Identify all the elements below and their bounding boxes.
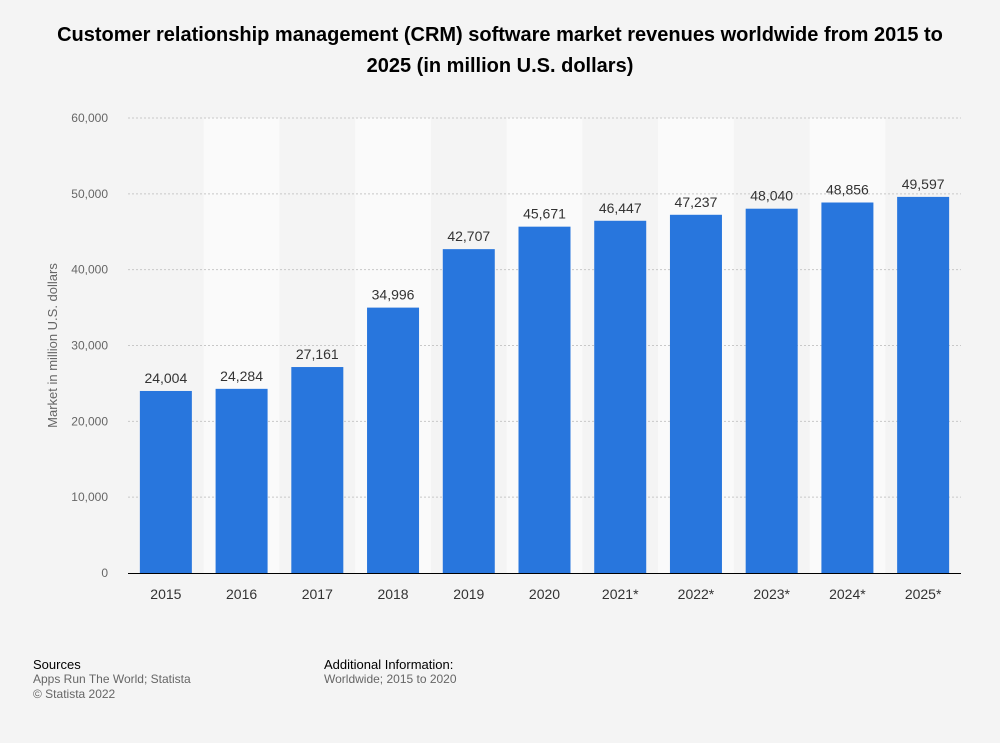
chart-title: Customer relationship management (CRM) s… xyxy=(57,24,943,77)
y-tick-label: 60,000 xyxy=(71,111,108,125)
copyright-text: © Statista 2022 xyxy=(33,687,116,701)
value-label: 48,040 xyxy=(750,188,793,204)
y-tick-label: 10,000 xyxy=(71,490,108,504)
value-label: 42,707 xyxy=(447,228,490,244)
y-tick-label: 30,000 xyxy=(71,339,108,353)
x-tick-label: 2019 xyxy=(453,586,484,602)
value-label: 47,237 xyxy=(675,194,718,210)
x-tick-label: 2025* xyxy=(905,586,942,602)
x-tick-label: 2021* xyxy=(602,586,639,602)
value-label: 24,284 xyxy=(220,368,263,384)
value-label: 46,447 xyxy=(599,200,642,216)
value-label: 45,671 xyxy=(523,206,566,222)
y-tick-label: 20,000 xyxy=(71,414,108,428)
bars xyxy=(139,196,950,574)
x-tick-label: 2024* xyxy=(829,586,866,602)
x-tick-label: 2020 xyxy=(529,586,560,602)
additional-info-block: Additional Information: Worldwide; 2015 … xyxy=(324,657,457,687)
value-label: 49,597 xyxy=(902,176,945,192)
bar-2023*[interactable] xyxy=(745,208,798,574)
additional-info-text: Worldwide; 2015 to 2020 xyxy=(324,672,457,686)
x-tick-label: 2018 xyxy=(377,586,408,602)
bar-2019[interactable] xyxy=(442,249,495,573)
x-tick-label: 2017 xyxy=(302,586,333,602)
bar-2018[interactable] xyxy=(367,307,420,573)
x-tick-label: 2016 xyxy=(226,586,257,602)
y-tick-label: 0 xyxy=(101,566,108,580)
y-axis-label: Market in million U.S. dollars xyxy=(45,263,60,428)
value-label: 24,004 xyxy=(144,370,187,386)
bar-2020[interactable] xyxy=(518,226,571,573)
bar-2025*[interactable] xyxy=(897,196,950,574)
bar-2016[interactable] xyxy=(215,388,268,573)
additional-info-heading: Additional Information: xyxy=(324,657,454,672)
value-label: 27,161 xyxy=(296,346,339,362)
value-label: 34,996 xyxy=(372,287,415,303)
value-labels: 24,004 24,284 27,161 34,996 42,707 45,671 46,4… xyxy=(144,176,944,386)
x-axis-ticks: 2015 2016 2017 2018 2019 2020 2021* 2022* 2023* 2… xyxy=(150,586,942,602)
bar-2015[interactable] xyxy=(139,390,192,573)
x-tick-label: 2022* xyxy=(678,586,715,602)
x-tick-label: 2023* xyxy=(753,586,790,602)
bar-2022*[interactable] xyxy=(669,214,722,574)
sources-block: Sources Apps Run The World; Statista © S… xyxy=(33,657,191,702)
bar-2021*[interactable] xyxy=(594,220,647,573)
sources-heading: Sources xyxy=(33,657,81,672)
x-tick-label: 2015 xyxy=(150,586,181,602)
y-tick-label: 50,000 xyxy=(71,187,108,201)
bar-2017[interactable] xyxy=(291,367,344,573)
value-label: 48,856 xyxy=(826,182,869,198)
bar-2024*[interactable] xyxy=(821,202,874,573)
y-tick-label: 40,000 xyxy=(71,263,108,277)
sources-link[interactable]: Apps Run The World; Statista xyxy=(33,672,191,686)
y-axis-ticks: 0 10,000 20,000 30,000 40,000 50,000 60,000 xyxy=(71,111,108,580)
